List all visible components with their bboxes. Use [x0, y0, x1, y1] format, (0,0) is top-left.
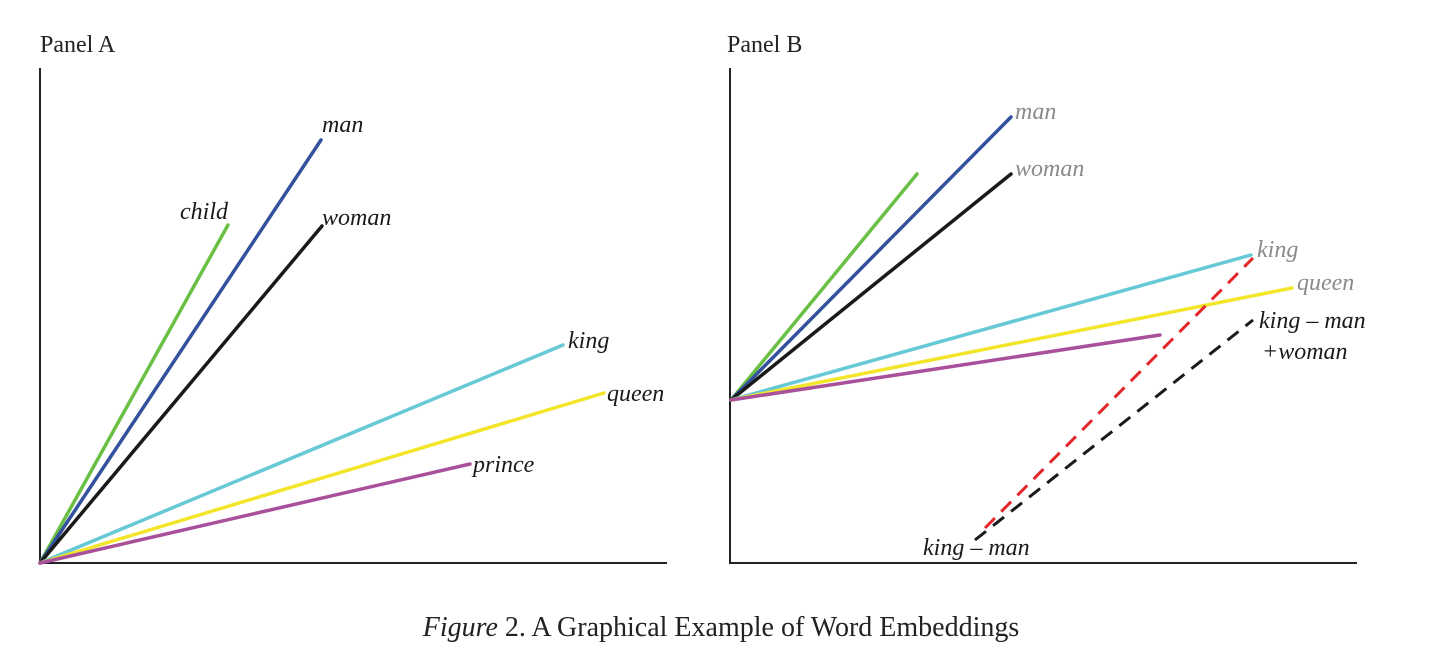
- panel-b-vector-king: [729, 253, 1253, 402]
- panel-b-dashed-king-minus-man-plus-woman: [974, 318, 1254, 542]
- panel-a-label-king: king: [568, 328, 609, 354]
- figure-canvas: Panel A child man woman king queen princ…: [38, 32, 1366, 565]
- panel-a-vector-king: [38, 343, 565, 565]
- caption-figure-word: Figure: [422, 612, 498, 643]
- panel-a: Panel A child man woman king queen princ…: [38, 32, 667, 565]
- panel-a-vector-child: [38, 223, 230, 565]
- panel-b-dashed-king-minus-man: [983, 256, 1255, 530]
- panel-b-vector-woman: [729, 172, 1013, 402]
- panel-a-label-child: child: [180, 199, 229, 225]
- panel-a-label-queen: queen: [607, 381, 664, 407]
- panel-a-vector-man: [38, 138, 323, 565]
- panel-b-axes: [729, 68, 1357, 564]
- panel-b: Panel B man woman king queen king – man …: [727, 32, 1366, 564]
- panel-b-vector-child: [729, 172, 919, 402]
- panel-b-vector-queen: [729, 286, 1294, 402]
- figure-caption: Figure 2. A Graphical Example of Word Em…: [0, 612, 1442, 644]
- panel-a-label-woman: woman: [322, 205, 391, 231]
- panel-a-axes: [39, 68, 667, 564]
- panel-a-vector-queen: [38, 391, 606, 565]
- panel-b-title: Panel B: [727, 32, 802, 58]
- panel-a-label-man: man: [322, 112, 363, 138]
- panel-b-label-queen: queen: [1297, 270, 1354, 296]
- panel-b-label-king-minus-man-plus-woman-line1: king – man: [1259, 308, 1366, 334]
- panel-b-label-woman: woman: [1015, 156, 1084, 182]
- caption-text: 2. A Graphical Example of Word Embedding…: [497, 612, 1020, 643]
- panel-b-label-man: man: [1015, 99, 1056, 125]
- panel-b-vector-man: [729, 115, 1013, 402]
- panel-b-vector-prince: [729, 333, 1162, 402]
- panel-a-label-prince: prince: [471, 452, 535, 478]
- panel-a-title: Panel A: [40, 32, 116, 58]
- panel-a-vector-prince: [38, 462, 472, 565]
- panel-b-label-king: king: [1257, 237, 1298, 263]
- panel-b-label-king-minus-man: king – man: [923, 535, 1030, 561]
- panel-b-label-king-minus-man-plus-woman-line2: +woman: [1262, 339, 1348, 365]
- panel-a-vector-woman: [38, 224, 324, 565]
